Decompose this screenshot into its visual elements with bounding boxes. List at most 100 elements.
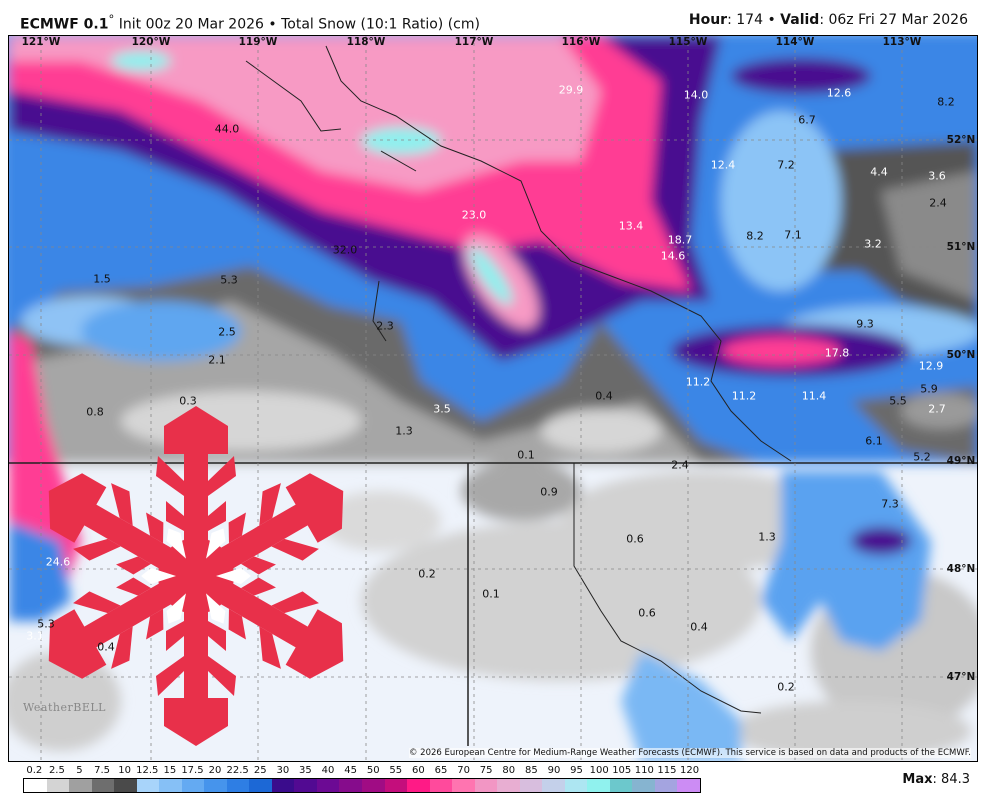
colorbar-tick-label: 5 — [76, 765, 83, 776]
colorbar-labels: 0.2 2.5 5 7.5 10 12.5 15 17.5 20 22.5 25 30 35 40 45 50… — [23, 765, 701, 777]
snow-value: 14.0 — [683, 88, 709, 102]
snow-value: 2.7 — [928, 402, 946, 416]
colorbar-swatch — [114, 779, 137, 792]
colorbar-swatch — [249, 779, 272, 792]
colorbar-swatch — [294, 779, 317, 792]
colorbar-swatch — [204, 779, 227, 792]
forecast-hour: 174 — [736, 12, 763, 28]
colorbar-swatch — [497, 779, 520, 792]
product-name: Total Snow (10:1 Ratio) (cm) — [281, 16, 480, 33]
snow-value: 2.3 — [376, 319, 394, 333]
colorbar-swatch — [384, 779, 408, 792]
colorbar-tick-label: 65 — [434, 765, 448, 776]
snow-value: 12.9 — [918, 359, 944, 373]
colorbar-tick-label: 2.5 — [48, 765, 65, 776]
snow-value: 6.7 — [798, 113, 816, 127]
lon-label: 121°W — [21, 36, 61, 48]
colorbar-swatch — [542, 779, 565, 792]
snow-value: 1.3 — [758, 530, 776, 544]
snow-value: 3.1 — [26, 629, 44, 643]
colorbar-swatch — [564, 779, 588, 792]
colorbar-swatch — [452, 779, 475, 792]
snowflake-icon — [28, 406, 364, 747]
snow-value: 0.1 — [517, 448, 535, 462]
colorbar-tick-label: 35 — [299, 765, 312, 776]
snow-value: 2.5 — [218, 325, 236, 339]
snow-value: 2.4 — [671, 458, 689, 472]
colorbar-swatch — [316, 779, 340, 792]
colorbar-swatch — [429, 779, 453, 792]
snow-value: 11.2 — [731, 389, 757, 403]
copyright-notice: © 2026 European Centre for Medium-Range … — [408, 748, 971, 758]
snow-value: 0.4 — [595, 389, 613, 403]
colorbar-swatch — [654, 779, 678, 792]
colorbar-swatch — [136, 779, 160, 792]
snow-value: 0.9 — [540, 485, 558, 499]
lon-label: 119°W — [238, 36, 278, 48]
colorbar-tick-label: 95 — [570, 765, 583, 776]
colorbar-swatch — [24, 779, 47, 792]
colorbar-tick-label: 75 — [479, 765, 493, 776]
colorbar-tick-label: 17.5 — [181, 765, 204, 776]
lat-label: 47°N — [946, 671, 976, 683]
colorbar-tick-label: 70 — [457, 765, 470, 776]
snow-value: 0.1 — [482, 587, 500, 601]
colorbar-swatch — [361, 779, 385, 792]
snow-value: 7.1 — [784, 228, 802, 242]
lon-label: 117°W — [454, 36, 494, 48]
colorbar-tick-label: 90 — [547, 765, 561, 776]
snow-value: 0.8 — [86, 405, 104, 419]
snow-value: 2.1 — [208, 353, 226, 367]
snow-value: 17.8 — [824, 346, 850, 360]
colorbar-swatch — [69, 779, 92, 792]
colorbar-swatch — [339, 779, 362, 792]
valid-time: 06z Fri 27 Mar 2026 — [828, 12, 968, 28]
snow-value: 12.6 — [826, 86, 852, 100]
max-value: Max: 84.3 — [902, 772, 970, 787]
colorbar-tick-label: 120 — [679, 765, 700, 776]
colorbar-swatch — [609, 779, 633, 792]
colorbar-swatch — [226, 779, 250, 792]
colorbar-tick-label: 80 — [502, 765, 516, 776]
colorbar-swatch — [91, 779, 115, 792]
snow-value: 0.6 — [638, 606, 656, 620]
colorbar-tick-label: 40 — [321, 765, 335, 776]
snow-value: 0.4 — [97, 640, 115, 654]
colorbar-tick-label: 25 — [253, 765, 267, 776]
colorbar-tick-label: 55 — [389, 765, 403, 776]
snowfall-map: 121°W 120°W 119°W 118°W 117°W 116°W 115°… — [8, 35, 978, 762]
colorbar-tick-label: 85 — [524, 765, 538, 776]
colorbar-tick-label: 100 — [589, 765, 609, 776]
lon-label: 120°W — [131, 36, 171, 48]
colorbar-tick-label: 7.5 — [94, 765, 111, 776]
snow-value: 5.9 — [920, 382, 938, 396]
lon-label: 115°W — [668, 36, 708, 48]
snow-value: 9.3 — [856, 317, 874, 331]
lat-label: 50°N — [946, 349, 976, 361]
snow-value: 7.3 — [881, 497, 899, 511]
colorbar-tick-label: 30 — [276, 765, 290, 776]
colorbar-swatch — [271, 779, 295, 792]
lat-label: 49°N — [946, 455, 976, 467]
lat-label: 48°N — [946, 563, 976, 575]
colorbar-tick-label: 105 — [612, 765, 632, 776]
snow-value: 3.6 — [928, 169, 946, 183]
lon-label: 118°W — [346, 36, 386, 48]
snow-value: 1.5 — [93, 272, 111, 286]
colorbar-tick-label: 115 — [657, 765, 677, 776]
graticule — [9, 36, 977, 761]
colorbar-swatch — [587, 779, 610, 792]
colorbar-tick-label: 10 — [118, 765, 132, 776]
snow-value: 13.4 — [618, 219, 644, 233]
colorbar-swatch — [519, 779, 543, 792]
colorbar-tick-label: 12.5 — [136, 765, 159, 776]
snow-value: 2.4 — [929, 196, 947, 210]
snow-value: 3.5 — [433, 402, 451, 416]
snow-value: 14.6 — [660, 249, 686, 263]
snow-value: 0.2 — [777, 680, 795, 694]
colorbar-swatch — [46, 779, 70, 792]
snow-value: 11.4 — [801, 389, 827, 403]
snow-value: 0.3 — [179, 394, 197, 408]
lon-label: 114°W — [775, 36, 815, 48]
colorbar-swatch — [632, 779, 655, 792]
